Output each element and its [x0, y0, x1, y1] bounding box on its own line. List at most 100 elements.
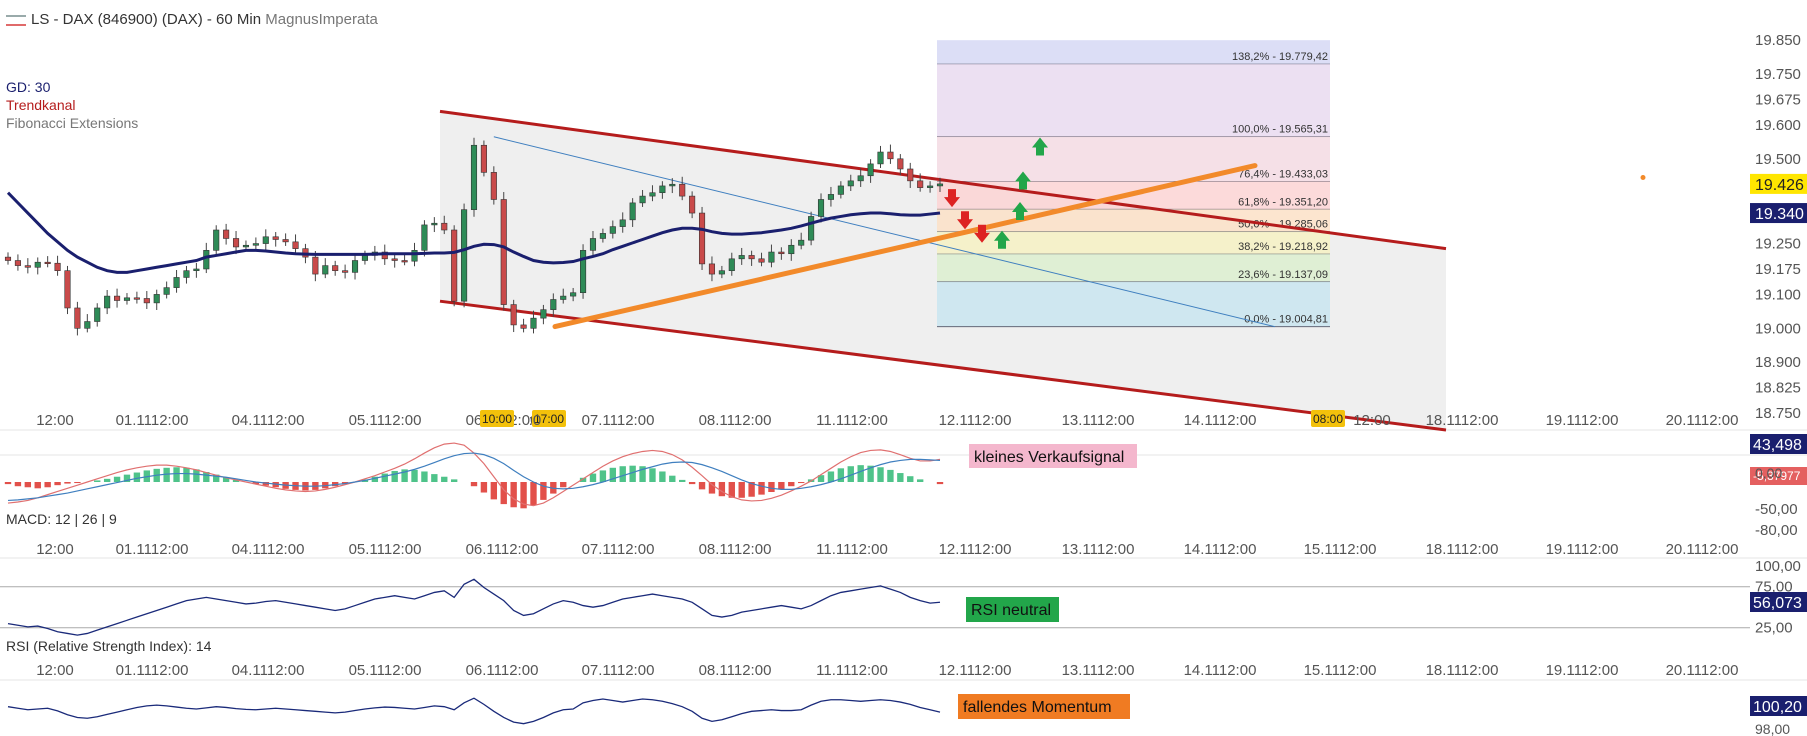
trendchannel-upper[interactable]: [439, 109, 1447, 251]
macd-histogram-bar: [401, 469, 408, 482]
rsi-tick-label: 75,00: [1755, 579, 1793, 596]
candle: [401, 260, 408, 263]
legend-fibonacci[interactable]: Fibonacci Extensions: [6, 115, 139, 131]
candle: [14, 260, 21, 266]
macd-signal-badge: [1750, 467, 1807, 485]
macd-time-label: 06.1112:00: [466, 541, 539, 558]
sma-value-label: 19.340: [1755, 206, 1804, 223]
fib-band: [937, 64, 1330, 137]
candle: [817, 199, 825, 217]
candle: [768, 251, 775, 263]
candle: [451, 229, 458, 302]
support-line[interactable]: [552, 163, 1258, 330]
candle: [421, 224, 428, 251]
candle: [877, 151, 884, 165]
symbol-title: LS - DAX (846900) (DAX) - 60 Min: [31, 11, 262, 28]
candle: [609, 226, 616, 234]
candle: [520, 324, 527, 329]
candle: [332, 265, 339, 271]
macd-time-label: 01.1112:00: [116, 541, 189, 558]
price-tick-label: 19.750: [1755, 66, 1801, 83]
macd-histogram-bar: [222, 477, 230, 482]
candle: [530, 317, 537, 329]
rsi-annotation-text: RSI neutral: [971, 602, 1051, 619]
rsi-time-label: 11.1112:00: [816, 662, 888, 679]
macd-histogram-bar: [14, 482, 22, 487]
macd-histogram-bar: [24, 482, 32, 488]
macd-time-label: 04.1112:00: [232, 541, 305, 558]
macd-histogram-bar: [54, 482, 61, 486]
candle: [351, 260, 359, 273]
price-time-label: 20.1112:00: [1666, 412, 1739, 429]
rsi-time-label: 07.1112:00: [582, 662, 655, 679]
macd-histogram-bar: [798, 482, 805, 484]
price-tick-label: 19.600: [1755, 117, 1801, 134]
candle: [183, 270, 190, 278]
author-name: MagnusImperata: [265, 11, 378, 28]
macd-histogram-bar: [738, 482, 745, 498]
macd-histogram-bar: [34, 482, 41, 489]
rsi-time-label: 01.1112:00: [116, 662, 189, 679]
candle: [490, 172, 497, 200]
macd-histogram-bar: [133, 472, 141, 482]
fib-level-label: 0,0% - 19.004,81: [1244, 314, 1328, 326]
candle: [510, 304, 517, 326]
fib-level-label: 138,2% - 19.779,42: [1232, 51, 1328, 63]
macd-histogram-bar: [371, 476, 379, 482]
momentum-annotation-box: [958, 694, 1130, 719]
candle: [322, 265, 329, 275]
marker-dot: [1640, 174, 1646, 180]
macd-histogram-bar: [123, 474, 131, 482]
price-time-label: 05.1112:00: [349, 412, 422, 429]
macd-histogram-bar: [659, 471, 666, 482]
candle: [857, 175, 864, 182]
macd-histogram-bar: [778, 482, 785, 490]
arrow-up-icon: [1015, 171, 1031, 190]
candle: [153, 294, 160, 304]
candle: [927, 185, 934, 188]
price-time-label: 12:00: [36, 412, 74, 429]
fib-band: [937, 136, 1330, 182]
candle: [381, 251, 388, 260]
macd-histogram-bar: [421, 471, 428, 482]
trendchannel-lower[interactable]: [439, 299, 1447, 432]
rsi-time-label: 13.1112:00: [1062, 662, 1135, 679]
candle: [500, 199, 507, 305]
macd-histogram-bar: [639, 466, 646, 482]
macd-histogram-bar: [490, 482, 498, 500]
macd-value-label: 43,498: [1753, 437, 1802, 454]
macd-histogram-bar: [381, 473, 388, 482]
candle: [907, 168, 914, 182]
macd-time-label: 13.1112:00: [1062, 541, 1135, 558]
time-marker-badge: [532, 410, 566, 427]
candle: [361, 255, 368, 261]
momentum-value-label: 100,20: [1753, 699, 1802, 716]
candle: [728, 258, 735, 271]
macd-time-label: 15.1112:00: [1304, 541, 1377, 558]
macd-histogram-bar: [510, 482, 517, 508]
macd-histogram-bar: [560, 482, 567, 488]
macd-histogram-bar: [441, 476, 448, 482]
macd-histogram-bar: [629, 465, 636, 482]
rsi-line: [7, 578, 941, 636]
macd-histogram-bar: [500, 482, 507, 505]
macd-value-badge: [1750, 434, 1807, 454]
fib-band: [937, 254, 1330, 282]
candle: [629, 202, 636, 221]
candle: [163, 287, 170, 295]
candle: [312, 256, 319, 275]
rsi-time-label: 08.1112:00: [699, 662, 772, 679]
candle: [232, 238, 240, 248]
candle: [252, 243, 259, 246]
arrow-down-icon: [944, 189, 960, 208]
candle: [540, 309, 547, 319]
candle: [242, 244, 250, 248]
legend-trendchannel[interactable]: Trendkanal: [6, 97, 76, 113]
macd-histogram-bar: [94, 480, 101, 482]
macd-histogram-bar: [213, 474, 220, 482]
candle: [718, 270, 725, 275]
candle: [936, 183, 944, 187]
rsi-annotation-box: [966, 597, 1059, 622]
legend-sma[interactable]: GD: 30: [6, 79, 51, 95]
